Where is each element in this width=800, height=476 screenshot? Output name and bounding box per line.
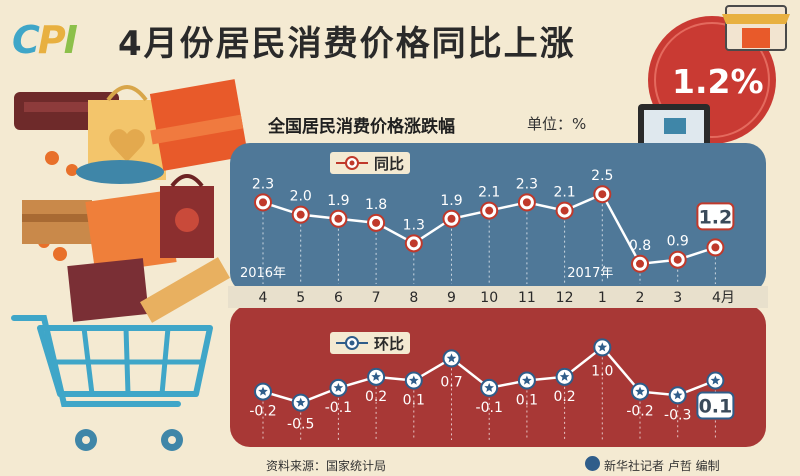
month-tick-label: 4: [259, 290, 268, 306]
data-label: -0.1: [476, 400, 503, 416]
data-point: -0.2: [626, 382, 654, 420]
headline-value: 1.2%: [672, 62, 764, 101]
credit-line: 新华社记者 卢哲 编制: [604, 459, 720, 473]
legend-label: 环比: [374, 335, 404, 353]
month-tick-label: 3: [673, 290, 682, 306]
data-point: 1.8: [365, 197, 387, 232]
data-label: -0.5: [287, 417, 314, 433]
data-label: -0.3: [664, 407, 691, 423]
data-point: 0.2: [365, 367, 387, 405]
data-label: 0.2: [365, 389, 387, 405]
data-label: 1.3: [403, 217, 425, 233]
chart-subtitle: 全国居民消费价格涨跌幅: [268, 117, 455, 137]
data-point: 2.3: [252, 176, 274, 212]
data-label: 1.8: [365, 197, 387, 213]
data-label: 1.9: [327, 193, 349, 209]
data-point: 1.0: [591, 338, 613, 379]
chart-unit: 单位：%: [527, 115, 587, 133]
data-label: 2.1: [478, 185, 500, 201]
data-point: 0.2: [553, 367, 576, 405]
data-point: 1.9: [327, 193, 350, 228]
year-label: 2016年: [240, 266, 286, 281]
data-point: -0.1: [476, 378, 503, 416]
yoy-panel: [230, 143, 766, 293]
year-label: 2017年: [567, 266, 613, 281]
data-point: -0.1: [325, 378, 352, 416]
data-label: 2.3: [516, 176, 538, 192]
data-label: -0.2: [249, 404, 276, 420]
highlight-label-box: [696, 391, 735, 420]
month-tick-label: 12: [556, 290, 574, 306]
data-label: 0.1: [403, 393, 425, 409]
cpi-logo: CPI: [12, 18, 78, 62]
legend-label: 同比: [374, 155, 404, 173]
month-tick-label: 8: [409, 290, 418, 306]
orange-icon: [45, 151, 59, 165]
data-point: 2.0: [290, 189, 312, 224]
xinhua-logo-icon: [585, 456, 600, 471]
data-label: 0.9: [667, 234, 689, 250]
month-axis-band: [228, 286, 768, 308]
data-label: 1.0: [591, 363, 613, 379]
data-label: 1.9: [440, 193, 462, 209]
month-tick-label: 5: [296, 290, 305, 306]
month-tick-label: 2: [636, 290, 645, 306]
data-point: 0.1: [696, 371, 735, 420]
data-label: 2.0: [290, 189, 312, 205]
data-point: 2.1: [553, 185, 576, 220]
page-title: 4月份居民消费价格同比上涨: [118, 24, 576, 64]
data-label: 0.7: [440, 374, 462, 390]
data-point: -0.2: [249, 382, 277, 420]
data-point: -0.5: [287, 393, 314, 433]
data-label: 2.5: [591, 168, 613, 184]
month-tick-label: 10: [480, 290, 498, 306]
data-label: 0.1: [699, 396, 733, 418]
month-tick-label: 7: [372, 290, 381, 306]
month-tick-label: 11: [518, 290, 536, 306]
highlight-label-box: [696, 202, 735, 231]
data-point: 2.3: [516, 176, 538, 212]
month-tick-label: 4月: [712, 290, 735, 306]
data-point: 1.3: [403, 217, 425, 253]
data-label: 1.2: [699, 206, 733, 228]
plate-icon: [76, 160, 164, 184]
data-point: 2.1: [478, 185, 500, 220]
legend: 同比: [330, 152, 410, 174]
card-icon: [67, 258, 149, 322]
data-label: 0.1: [516, 393, 538, 409]
data-point: -0.3: [664, 386, 691, 423]
data-label: 0.2: [553, 389, 575, 405]
data-label: -0.1: [325, 400, 352, 416]
data-label: 2.3: [252, 176, 274, 192]
data-point: 0.7: [440, 349, 463, 390]
month-tick-label: 9: [447, 290, 456, 306]
data-point: 0.1: [403, 371, 425, 409]
data-point: 1.9: [440, 193, 463, 228]
data-point: 1.2: [696, 202, 735, 257]
data-point: 2.5: [591, 168, 613, 204]
data-label: 2.1: [553, 185, 575, 201]
data-point: 0.8: [629, 238, 651, 273]
data-label: -0.2: [626, 404, 653, 420]
month-tick-label: 1: [598, 290, 607, 306]
shopping-cart-icon: [11, 315, 213, 451]
data-label: 0.8: [629, 238, 651, 254]
data-point: 0.9: [667, 234, 689, 269]
data-source: 资料来源：国家统计局: [266, 459, 387, 473]
legend: 环比: [330, 332, 410, 354]
month-tick-label: 6: [334, 290, 343, 306]
data-point: 0.1: [516, 371, 538, 409]
